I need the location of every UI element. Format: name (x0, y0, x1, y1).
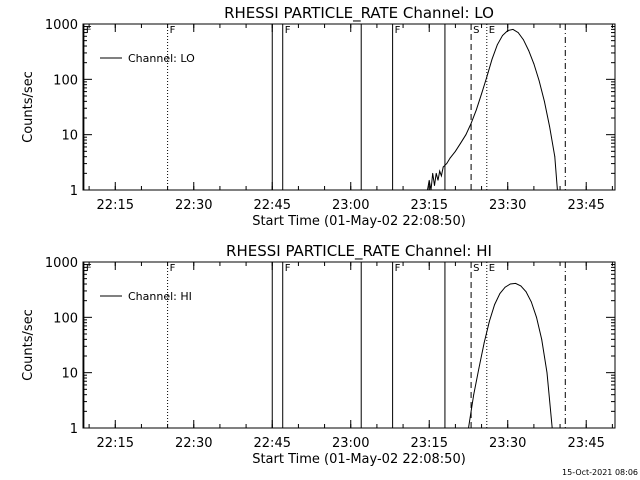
chart-0-data-point (427, 189, 428, 191)
panel-lo-channel: RHESSI PARTICLE_RATE Channel: LO Start Ti… (21, 4, 616, 229)
chart-1-x-tick-label: 23:15 (411, 436, 448, 451)
panel-hi-channel: RHESSI PARTICLE_RATE Channel: HI Start Ti… (21, 242, 616, 467)
chart-0-data-point (538, 80, 540, 81)
chart-0-marker-label: F (395, 25, 401, 36)
chart-0-data-point (528, 50, 530, 51)
chart-0-data-point (502, 35, 503, 36)
chart-0-data-point (554, 156, 556, 158)
chart-0-data-point (430, 189, 432, 191)
chart-1-x-tick-label: 22:15 (97, 436, 134, 451)
chart-1-plot-frame (82, 261, 616, 429)
chart-1-marker-label: S (473, 263, 479, 274)
chart-0-y-tick-label: 10 (61, 129, 78, 144)
chart-1-data-point (536, 316, 537, 318)
chart-0-title: RHESSI PARTICLE_RATE Channel: LO (224, 4, 494, 23)
chart-0-data-point (432, 172, 434, 174)
chart-1-data-point (520, 285, 522, 287)
chart-0-data-point (544, 101, 545, 102)
chart-1-data-point (494, 304, 495, 305)
chart-0-marker-label: F (170, 25, 176, 36)
chart-1-data-point (515, 283, 516, 284)
chart-1-x-tick-label: 23:45 (567, 436, 604, 451)
chart-1-x-tick-label: 22:45 (254, 436, 291, 451)
chart-0-x-axis-label: Start Time (01-May-02 22:08:50) (252, 214, 466, 229)
chart-0-y-tick-label: 1 (70, 184, 78, 199)
chart-0-x-tick-label: 23:00 (332, 198, 369, 213)
chart-0-data-point (442, 166, 444, 168)
chart-1-title: RHESSI PARTICLE_RATE Channel: HI (226, 242, 492, 261)
chart-0-x-tick-label: 23:15 (411, 198, 448, 213)
chart-0-data-point (517, 32, 519, 33)
chart-0-data-point (491, 58, 493, 60)
chart-0-data-point (475, 109, 477, 111)
chart-0-data-point (470, 123, 472, 124)
chart-1-x-tick-label: 22:30 (175, 436, 212, 451)
chart-0-data-point (455, 150, 456, 152)
chart-1-x-axis-label: Start Time (01-May-02 22:08:50) (252, 452, 466, 467)
chart-0-data-point (557, 189, 558, 191)
chart-1-legend-label: Channel: HI (128, 290, 192, 303)
chart-0-data-point (449, 157, 451, 159)
chart-1-data-point (546, 372, 548, 374)
chart-0-data-point (446, 163, 448, 165)
chart-1-data-point (468, 427, 469, 429)
chart-1-y-tick-label: 10 (61, 367, 78, 382)
chart-0-data-point (437, 179, 439, 181)
chart-1-data-point (551, 427, 553, 429)
chart-1-data-point (509, 283, 511, 285)
chart-1-y-tick-label: 1 (70, 422, 78, 437)
chart-1-data-point (478, 367, 480, 369)
chart-0-legend-label: Channel: LO (128, 52, 195, 65)
chart-0-data-point (441, 175, 442, 177)
chart-0-data-point (496, 44, 498, 46)
chart-1-marker-label: E (489, 263, 495, 274)
chart-0-marker-label: F (285, 25, 291, 36)
chart-0-data-point (481, 93, 482, 95)
chart-0-data-point (460, 142, 461, 144)
chart-0-marker-label: E (489, 25, 495, 36)
chart-0-data-point (465, 134, 467, 136)
footer-timestamp: 15-Oct-2021 08:06 (562, 468, 638, 477)
chart-0-data-point (507, 30, 509, 31)
chart-1-data-point (541, 339, 543, 340)
chart-1-x-tick-label: 23:30 (489, 436, 526, 451)
chart-0-x-tick-label: 22:45 (254, 198, 291, 213)
chart-0-data-point (533, 63, 535, 65)
chart-0-marker-label: F (86, 25, 92, 36)
chart-1-data-point (483, 342, 485, 343)
chart-0-data-point (549, 126, 550, 127)
chart-1-y-axis-label: Counts/sec (21, 309, 36, 381)
chart-1-x-tick-label: 23:00 (332, 436, 369, 451)
chart-0-y-tick-label: 100 (53, 73, 78, 88)
chart-1-data-point (473, 394, 475, 396)
chart-0-data-point (435, 172, 437, 174)
chart-0-data-point (523, 39, 524, 41)
chart-0-x-tick-label: 23:30 (489, 198, 526, 213)
chart-1-data-point (530, 301, 532, 303)
chart-0-x-tick-label: 22:15 (97, 198, 134, 213)
chart-1-data-point (504, 286, 506, 288)
chart-0-plot-frame (82, 23, 616, 191)
chart-0-data-point (512, 29, 514, 30)
chart-1-data-point (489, 320, 490, 322)
chart-0-data-point (439, 170, 441, 172)
chart-1-data-point (499, 293, 501, 294)
chart-1-marker-label: F (170, 263, 176, 274)
chart-0-marker-label: S (473, 25, 479, 36)
chart-0-data-point (434, 185, 435, 187)
chart-0-y-axis-label: Counts/sec (21, 71, 36, 143)
chart-1-data-point (525, 291, 527, 293)
chart-1-marker-label: F (86, 263, 92, 274)
chart-0-data-point (486, 76, 488, 78)
chart-0-x-tick-label: 22:30 (175, 198, 212, 213)
chart-1-y-tick-label: 1000 (45, 256, 78, 271)
chart-0-x-tick-label: 23:45 (567, 198, 604, 213)
chart-1-y-tick-label: 100 (53, 311, 78, 326)
chart-0-data-point (428, 179, 430, 181)
chart-1-marker-label: F (395, 263, 401, 274)
chart-0-y-tick-label: 1000 (45, 18, 78, 33)
chart-1-marker-label: F (285, 263, 291, 274)
